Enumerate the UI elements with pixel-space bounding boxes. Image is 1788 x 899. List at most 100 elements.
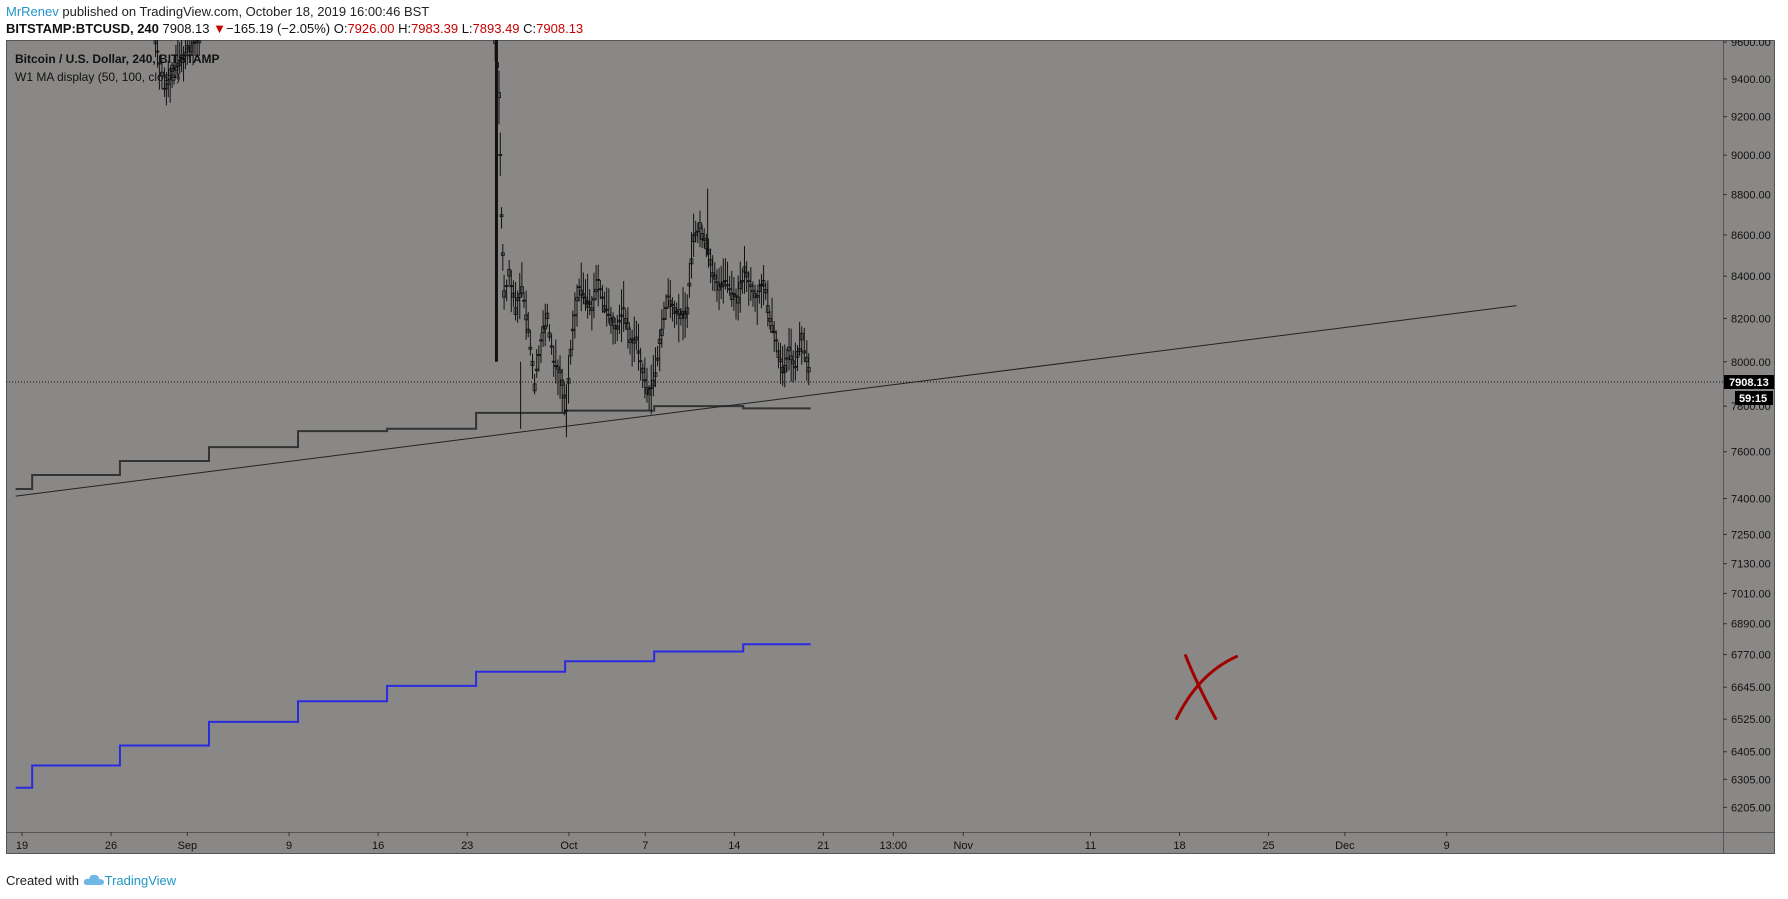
candle-body [572,314,577,317]
close-label: C: [523,21,537,36]
y-tick-label-4: 8800.00 [1731,190,1771,202]
down-arrow-icon: ▼ [213,21,227,36]
candle-body [768,318,772,322]
candle-body [765,305,770,313]
author-link[interactable]: MrRenev [6,4,59,19]
candle-body [710,272,715,277]
candle-body [725,284,730,287]
candle-body [695,230,700,233]
candle-body [727,288,732,291]
candle-body [645,387,649,394]
x-tick-label-5: 23 [461,840,473,852]
candle-body [507,268,512,277]
created-with-text: Created with [6,873,79,888]
y-tick-label-15: 6890.00 [1731,619,1771,631]
last-price-label-bg [1724,375,1774,390]
candle-body [651,379,656,387]
open-value: 7926.00 [347,21,395,36]
candle-body [528,346,533,350]
countdown-label-bg [1735,391,1773,406]
tradingview-link[interactable]: TradingView [104,873,177,888]
candle-body [617,319,622,323]
candle-body [638,360,643,363]
candle-body [698,222,702,230]
candle-body [674,310,679,313]
candle-body [670,303,675,306]
candle-body [499,214,504,218]
candle-body [160,71,164,77]
candle-body [621,307,626,310]
candle-body [787,346,791,352]
candle-body [642,379,647,382]
candle-body [630,337,635,341]
candle-body [589,307,594,311]
candle-body [619,314,624,317]
candle-body [587,301,592,305]
candle-body [761,279,766,287]
candle-body [539,339,543,342]
candle-body [568,348,573,357]
candle-body [502,290,506,298]
high-value: 7983.39 [411,21,459,36]
x-tick-label-12: 11 [1085,840,1096,852]
y-tick-label-14: 7010.00 [1731,588,1771,600]
y-tick-label-1: 9400.00 [1731,74,1771,86]
candle-body [551,360,556,363]
y-tick-label-3: 9000.00 [1731,150,1771,162]
time-axis-background [6,832,1775,854]
candle-body [712,274,717,280]
low-value: 7893.49 [472,21,520,36]
candle-body [738,282,743,290]
candle-body [632,339,637,344]
candle-body [687,282,692,287]
price-axis-background [1723,40,1775,832]
candle-body [708,259,713,266]
candle-body [536,354,541,357]
candle-body [594,289,598,293]
candle-body [740,279,745,283]
candle-body [604,308,609,311]
close-value: 7908.13 [536,21,584,36]
candle-body [755,295,760,298]
series-legend[interactable]: Bitcoin / U.S. Dollar, 240, BITSTAMP [15,52,220,66]
candle-body [793,365,798,369]
candle-body [757,284,762,292]
candle-body [662,318,666,320]
candle-body [647,388,651,396]
candle-body [729,292,734,300]
candle-body [513,307,518,315]
candle-body [197,40,202,44]
candle-body [772,330,777,334]
candle-body [719,282,724,288]
candle-body [659,328,664,336]
y-tick-label-6: 8400.00 [1731,271,1771,283]
candle-body [577,286,582,289]
candle-body [681,310,685,316]
candle-body [517,293,522,298]
x-tick-label-16: 9 [1444,840,1450,852]
candle-body [689,258,694,265]
candle-body [579,289,584,296]
candle-body [802,350,807,354]
y-tick-label-18: 6525.00 [1731,714,1771,726]
candle-body [721,281,726,287]
x-tick-label-8: 14 [728,840,740,852]
candle-body [774,339,779,342]
candle-body [553,365,558,367]
indicator-legend[interactable]: W1 MA display (50, 100, close) [15,70,181,84]
candle-body [556,366,560,370]
candle-body [543,325,548,330]
candle-body [744,272,749,278]
y-tick-label-17: 6645.00 [1731,682,1771,694]
candle-body [634,336,639,341]
x-tick-label-10: 13:00 [880,840,908,852]
candle-body [770,325,774,333]
trendline [15,305,1517,497]
chart-frame [6,40,1775,854]
candle-body [596,279,601,281]
candle-body [575,297,579,302]
candle-body [657,338,662,344]
price-chart[interactable]: 9600.00 9400.00 9200.00 9000.00 8800.00 8600.… [0,40,1788,864]
candle-body [530,360,535,366]
open-label: O: [333,21,348,36]
